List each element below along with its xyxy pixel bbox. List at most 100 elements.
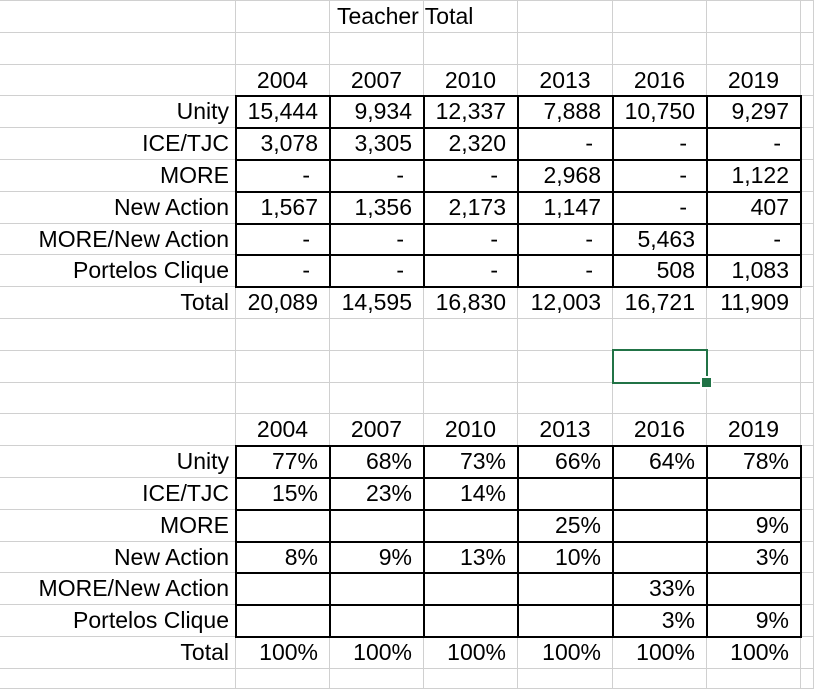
cell-H9[interactable] <box>801 255 814 288</box>
cell-D17[interactable] <box>424 509 518 542</box>
cell-H10[interactable] <box>801 287 814 319</box>
cell-A9[interactable]: Portelos Clique <box>0 255 236 288</box>
cell-A10[interactable]: Total <box>0 287 236 319</box>
cell-C3[interactable]: 2007 <box>330 64 424 97</box>
cell-E1[interactable] <box>518 1 613 33</box>
cell-C1[interactable]: Teacher Total <box>330 1 473 33</box>
cell-F6[interactable]: - <box>613 159 707 192</box>
cell-B17[interactable] <box>236 509 330 542</box>
cell-B14[interactable]: 2004 <box>236 414 330 447</box>
cell-B3[interactable]: 2004 <box>236 64 330 97</box>
cell-C8[interactable]: - <box>330 223 424 256</box>
cell-B2[interactable] <box>236 32 330 65</box>
cell-E13[interactable] <box>518 382 613 415</box>
fill-handle[interactable] <box>700 375 713 389</box>
cell-G3[interactable]: 2019 <box>707 64 801 97</box>
cell-E5[interactable]: - <box>518 128 613 160</box>
cell-H2[interactable] <box>801 32 814 65</box>
cell-E15[interactable]: 66% <box>518 446 613 478</box>
cell-F20[interactable]: 3% <box>613 605 707 637</box>
cell-B13[interactable] <box>236 382 330 415</box>
cell-E12[interactable] <box>518 350 613 383</box>
cell-B11[interactable] <box>236 318 330 351</box>
cell-A17[interactable]: MORE <box>0 509 236 542</box>
cell-C22[interactable] <box>330 668 424 689</box>
cell-C7[interactable]: 1,356 <box>330 191 424 224</box>
cell-A19[interactable]: MORE/New Action <box>0 573 236 606</box>
cell-D12[interactable] <box>424 350 518 383</box>
cell-H4[interactable] <box>801 96 814 129</box>
cell-D6[interactable]: - <box>424 159 518 192</box>
cell-H13[interactable] <box>801 382 814 415</box>
cell-H22[interactable] <box>801 668 814 689</box>
cell-B22[interactable] <box>236 668 330 689</box>
cell-B9[interactable]: - <box>236 255 330 288</box>
cell-B18[interactable]: 8% <box>236 541 330 574</box>
cell-F22[interactable] <box>613 668 707 689</box>
cell-C11[interactable] <box>330 318 424 351</box>
cell-B15[interactable]: 77% <box>236 446 330 478</box>
cell-C2[interactable] <box>330 32 424 65</box>
cell-G19[interactable] <box>707 573 801 606</box>
cell-D16[interactable]: 14% <box>424 477 518 510</box>
cell-G14[interactable]: 2019 <box>707 414 801 447</box>
cell-D14[interactable]: 2010 <box>424 414 518 447</box>
cell-E20[interactable] <box>518 605 613 637</box>
cell-A2[interactable] <box>0 32 236 65</box>
cell-C6[interactable]: - <box>330 159 424 192</box>
cell-A7[interactable]: New Action <box>0 191 236 224</box>
cell-E22[interactable] <box>518 668 613 689</box>
cell-E14[interactable]: 2013 <box>518 414 613 447</box>
cell-H15[interactable] <box>801 446 814 478</box>
cell-A20[interactable]: Portelos Clique <box>0 605 236 637</box>
cell-B8[interactable]: - <box>236 223 330 256</box>
cell-C12[interactable] <box>330 350 424 383</box>
cell-H20[interactable] <box>801 605 814 637</box>
cell-H3[interactable] <box>801 64 814 97</box>
cell-E17[interactable]: 25% <box>518 509 613 542</box>
cell-C15[interactable]: 68% <box>330 446 424 478</box>
cell-E3[interactable]: 2013 <box>518 64 613 97</box>
cell-E19[interactable] <box>518 573 613 606</box>
cell-D20[interactable] <box>424 605 518 637</box>
cell-A13[interactable] <box>0 382 236 415</box>
cell-C10[interactable]: 14,595 <box>330 287 424 319</box>
cell-D3[interactable]: 2010 <box>424 64 518 97</box>
cell-H8[interactable] <box>801 223 814 256</box>
cell-F11[interactable] <box>613 318 707 351</box>
cell-F9[interactable]: 508 <box>613 255 707 288</box>
cell-H7[interactable] <box>801 191 814 224</box>
cell-G17[interactable]: 9% <box>707 509 801 542</box>
cell-G11[interactable] <box>707 318 801 351</box>
cell-E18[interactable]: 10% <box>518 541 613 574</box>
cell-C4[interactable]: 9,934 <box>330 96 424 129</box>
cell-H16[interactable] <box>801 477 814 510</box>
cell-A18[interactable]: New Action <box>0 541 236 574</box>
cell-F7[interactable]: - <box>613 191 707 224</box>
cell-G1[interactable] <box>707 1 801 33</box>
cell-D1[interactable] <box>424 1 518 33</box>
cell-A15[interactable]: Unity <box>0 446 236 478</box>
cell-F4[interactable]: 10,750 <box>613 96 707 129</box>
cell-H11[interactable] <box>801 318 814 351</box>
cell-B10[interactable]: 20,089 <box>236 287 330 319</box>
cell-A14[interactable] <box>0 414 236 447</box>
cell-G15[interactable]: 78% <box>707 446 801 478</box>
cell-E9[interactable]: - <box>518 255 613 288</box>
cell-G10[interactable]: 11,909 <box>707 287 801 319</box>
cell-G20[interactable]: 9% <box>707 605 801 637</box>
cell-E8[interactable]: - <box>518 223 613 256</box>
cell-G6[interactable]: 1,122 <box>707 159 801 192</box>
cell-B19[interactable] <box>236 573 330 606</box>
cell-D4[interactable]: 12,337 <box>424 96 518 129</box>
cell-A5[interactable]: ICE/TJC <box>0 128 236 160</box>
cell-H14[interactable] <box>801 414 814 447</box>
cell-A12[interactable] <box>0 350 236 383</box>
cell-D22[interactable] <box>424 668 518 689</box>
cell-B4[interactable]: 15,444 <box>236 96 330 129</box>
cell-F15[interactable]: 64% <box>613 446 707 478</box>
cell-E7[interactable]: 1,147 <box>518 191 613 224</box>
cell-G2[interactable] <box>707 32 801 65</box>
cell-F19[interactable]: 33% <box>613 573 707 606</box>
cell-G18[interactable]: 3% <box>707 541 801 574</box>
